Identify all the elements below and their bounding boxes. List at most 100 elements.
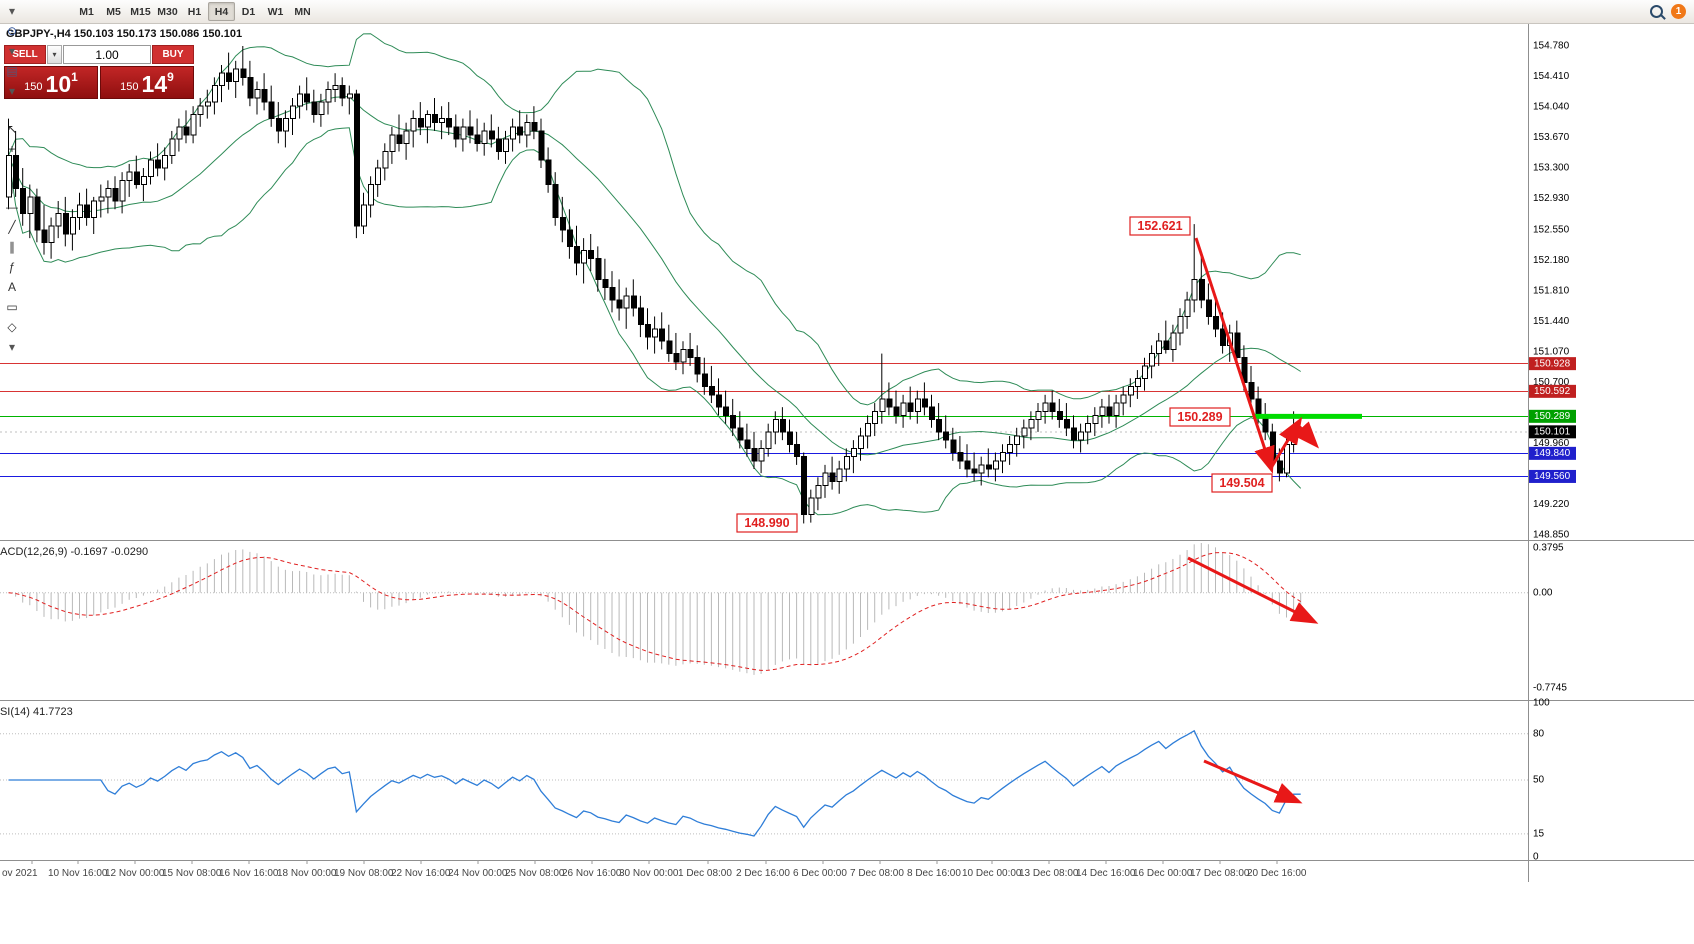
svg-text:150.289: 150.289 xyxy=(1534,411,1571,422)
svg-text:17 Dec 08:00: 17 Dec 08:00 xyxy=(1190,868,1250,879)
one-click-trading-panel: SELL ▾ BUY 150 10 1 150 14 9 xyxy=(4,45,194,99)
buy-price-prefix: 150 xyxy=(120,81,139,93)
svg-text:80: 80 xyxy=(1533,728,1545,739)
indicators-dropdown-icon[interactable]: ▾ xyxy=(2,1,22,21)
bollinger-bands xyxy=(8,33,1302,516)
shapes-dropdown-icon: ▾ xyxy=(8,339,16,354)
svg-text:22 Nov 16:00: 22 Nov 16:00 xyxy=(391,868,451,879)
panel-frame xyxy=(0,24,1694,882)
price-axis[interactable]: 154.780 154.410 154.040 153.670 153.300 152.9… xyxy=(1529,41,1576,863)
indicators-dropdown-icon: ▾ xyxy=(8,3,16,18)
svg-text:148.990: 148.990 xyxy=(744,516,789,530)
trend-arrows[interactable] xyxy=(1187,237,1320,804)
timeframe-h4[interactable]: H4 xyxy=(208,2,236,21)
sell-price-pip: 1 xyxy=(71,70,78,84)
rsi-label: RSI(14) 41.7723 xyxy=(0,706,73,718)
sell-price-button[interactable]: 150 10 1 xyxy=(4,66,98,99)
svg-text:150.928: 150.928 xyxy=(1534,358,1571,369)
svg-text:10 Dec 00:00: 10 Dec 00:00 xyxy=(962,868,1022,879)
svg-text:0: 0 xyxy=(1533,852,1539,863)
timeframe-w1[interactable]: W1 xyxy=(262,2,289,21)
trendline-icon: ╱ xyxy=(8,219,16,234)
svg-text:13 Dec 08:00: 13 Dec 08:00 xyxy=(1019,868,1079,879)
fibonacci-icon[interactable]: ƒ xyxy=(2,257,22,277)
svg-text:20 Dec 16:00: 20 Dec 16:00 xyxy=(1247,868,1307,879)
buy-price-button[interactable]: 150 14 9 xyxy=(100,66,194,99)
buy-price-pip: 9 xyxy=(167,70,174,84)
svg-text:1 Dec 08:00: 1 Dec 08:00 xyxy=(678,868,732,879)
periods-dropdown-icon[interactable]: ▾ xyxy=(2,41,22,61)
shapes-icon[interactable]: ◇ xyxy=(2,317,22,337)
periods-icon[interactable]: ⊙ xyxy=(2,21,22,41)
timeframe-d1[interactable]: D1 xyxy=(235,2,262,21)
rsi-panel: RSI(14) 41.7723 xyxy=(0,706,1528,837)
vertical-line-icon[interactable]: ∣ xyxy=(2,177,22,197)
svg-text:153.670: 153.670 xyxy=(1533,132,1570,143)
periods-icon: ⊙ xyxy=(6,23,18,38)
svg-text:149.220: 149.220 xyxy=(1533,499,1570,510)
svg-text:14 Dec 16:00: 14 Dec 16:00 xyxy=(1076,868,1136,879)
svg-text:0.3795: 0.3795 xyxy=(1533,543,1564,554)
templates-icon[interactable]: ▤ xyxy=(2,61,22,81)
templates-dropdown-icon[interactable]: ▾ xyxy=(2,81,22,101)
svg-text:152.621: 152.621 xyxy=(1137,219,1182,233)
notification-badge[interactable]: 1 xyxy=(1671,4,1686,19)
channel-icon[interactable]: ∥ xyxy=(2,237,22,257)
shapes-dropdown-icon[interactable]: ▾ xyxy=(2,337,22,357)
sell-price-main: 10 xyxy=(45,71,72,97)
svg-text:149.560: 149.560 xyxy=(1534,471,1571,482)
timeframe-m15[interactable]: M15 xyxy=(127,2,154,21)
volume-input[interactable] xyxy=(63,45,151,64)
macd-panel: MACD(12,26,9) -0.1697 -0.0290 xyxy=(0,543,1528,675)
buy-price-main: 14 xyxy=(141,71,168,97)
svg-text:154.410: 154.410 xyxy=(1533,71,1570,82)
trendline-icon[interactable]: ╱ xyxy=(2,217,22,237)
horizontal-line-icon[interactable]: ― xyxy=(2,197,22,217)
svg-text:154.040: 154.040 xyxy=(1533,102,1570,113)
svg-text:-0.7745: -0.7745 xyxy=(1533,683,1567,694)
cursor-icon[interactable]: ↖ xyxy=(2,119,22,139)
svg-text:16 Dec 00:00: 16 Dec 00:00 xyxy=(1133,868,1193,879)
crosshair-icon: + xyxy=(8,141,16,156)
timeframe-toolbar: M1 M5 M15 M30 H1 H4 D1 W1 MN xyxy=(73,2,316,21)
timeframe-m1[interactable]: M1 xyxy=(73,2,100,21)
svg-text:50: 50 xyxy=(1533,775,1545,786)
timeframe-m30[interactable]: M30 xyxy=(154,2,181,21)
text-icon[interactable]: A xyxy=(2,277,22,297)
price-annotations[interactable]: 152.621 150.289 149.504 148.990 xyxy=(736,216,1273,533)
sell-button[interactable]: SELL xyxy=(4,45,46,64)
search-icon[interactable] xyxy=(1650,5,1663,18)
svg-text:100: 100 xyxy=(1533,698,1550,709)
svg-text:25 Nov 08:00: 25 Nov 08:00 xyxy=(505,868,565,879)
svg-text:149.840: 149.840 xyxy=(1534,448,1571,459)
svg-text:10 Nov 16:00: 10 Nov 16:00 xyxy=(48,868,108,879)
svg-text:8 Dec 16:00: 8 Dec 16:00 xyxy=(907,868,961,879)
svg-text:152.180: 152.180 xyxy=(1533,255,1570,266)
svg-text:152.550: 152.550 xyxy=(1533,225,1570,236)
svg-text:ov 2021: ov 2021 xyxy=(2,868,38,879)
timeframe-m5[interactable]: M5 xyxy=(100,2,127,21)
svg-text:148.850: 148.850 xyxy=(1533,530,1570,541)
svg-text:2 Dec 16:00: 2 Dec 16:00 xyxy=(736,868,790,879)
text-label-icon: ▭ xyxy=(6,299,18,314)
timeframe-mn[interactable]: MN xyxy=(289,2,316,21)
text-icon: A xyxy=(7,279,16,294)
svg-text:150.700: 150.700 xyxy=(1533,377,1570,388)
timeframe-h1[interactable]: H1 xyxy=(181,2,208,21)
crosshair-icon[interactable]: + xyxy=(2,139,22,159)
svg-text:150.289: 150.289 xyxy=(1177,410,1222,424)
price-chart[interactable]: MACD(12,26,9) -0.1697 -0.0290 RSI(14) 41.… xyxy=(0,24,1694,944)
svg-text:18 Nov 00:00: 18 Nov 00:00 xyxy=(277,868,337,879)
macd-label: MACD(12,26,9) -0.1697 -0.0290 xyxy=(0,546,148,558)
buy-button[interactable]: BUY xyxy=(152,45,194,64)
periods-dropdown-icon: ▾ xyxy=(8,43,16,58)
main-toolbar: ▤新订单▧▥▦▶自动交易╫▮≈⊕⊖▦≫↦+▾⊙▾▤▾↖+∣―╱∥ƒA▭◇▾ M1… xyxy=(0,0,1694,353)
volume-dropdown[interactable]: ▾ xyxy=(47,45,62,64)
svg-text:19 Nov 08:00: 19 Nov 08:00 xyxy=(334,868,394,879)
chart-title: GBPJPY-,H4 150.103 150.173 150.086 150.1… xyxy=(6,28,243,40)
text-label-icon[interactable]: ▭ xyxy=(2,297,22,317)
svg-text:30 Nov 00:00: 30 Nov 00:00 xyxy=(619,868,679,879)
svg-text:153.300: 153.300 xyxy=(1533,163,1570,174)
chevron-down-icon: ▾ xyxy=(52,49,57,59)
